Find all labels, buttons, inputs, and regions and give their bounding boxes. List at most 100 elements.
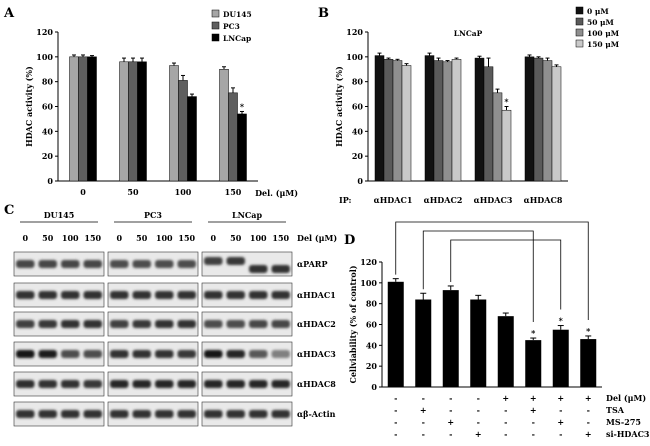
chart-d-y-tick-label: 20 (366, 361, 378, 371)
blot-group-label: PC3 (144, 210, 162, 220)
chart-a-bar-0-DU145 (69, 56, 79, 182)
chart-d-bar-4 (470, 299, 487, 387)
blot-band (177, 380, 196, 388)
blot-band (83, 260, 102, 268)
panel-label-d: D (344, 233, 355, 248)
chart-b-legend-swatch (575, 6, 584, 15)
chart-d-treatment-sign: - (504, 417, 507, 427)
chart-d-treatment-sign: + (585, 429, 592, 439)
chart-d-bar-1 (387, 281, 404, 387)
chart-d-treatment-sign: - (559, 405, 562, 415)
chart-d-treatment-sign: - (394, 393, 397, 403)
blot-band (61, 350, 80, 358)
chart-a-bar-150-PC3 (228, 92, 238, 182)
blot-band (132, 320, 151, 328)
blot-band (110, 320, 129, 328)
chart-b-bar-αHDAC8-100 μM (542, 60, 553, 182)
blot-band (16, 410, 35, 418)
blot-band (16, 320, 35, 328)
blot-band (204, 257, 223, 265)
chart-d-y-axis-label: Cellviability (% of control) (348, 265, 358, 383)
blot-band (110, 410, 129, 418)
blot-band (249, 350, 268, 358)
chart-b-bar-αHDAC3-100 μM (492, 92, 503, 182)
chart-a-legend-swatch (211, 33, 220, 42)
blot-band (83, 291, 102, 299)
chart-a-legend-swatch (211, 9, 220, 18)
blot-band (83, 350, 102, 358)
chart-b-bar-αHDAC2-150 μM (451, 59, 462, 182)
blot-dose-label: 50 (42, 233, 54, 243)
chart-a-x-tick-label: 150 (225, 187, 242, 197)
chart-b-y-tick-label: 0 (357, 176, 363, 186)
chart-d-treatment-sign: - (559, 429, 562, 439)
chart-b-bar-αHDAC8-0 μM (524, 56, 535, 182)
blot-band (38, 350, 57, 358)
blot-band (226, 350, 245, 358)
chart-d-treatment-sign: + (502, 393, 509, 403)
chart-a-legend-swatch (211, 21, 220, 30)
blot-band (177, 320, 196, 328)
blot-band (204, 291, 223, 299)
blot-band (226, 320, 245, 328)
blot-band (61, 291, 80, 299)
blot-band (226, 291, 245, 299)
chart-a-x-tick-label: 50 (127, 187, 139, 197)
chart-b-legend-swatch (575, 17, 584, 26)
blot-band (61, 320, 80, 328)
blot-band (249, 320, 268, 328)
blot-band (61, 410, 80, 418)
blot-band (271, 291, 290, 299)
blot-row-label: αHDAC3 (297, 349, 336, 359)
chart-a-y-tick-label: 40 (42, 126, 54, 136)
chart-d-treatment-sign: + (557, 393, 564, 403)
blot-band (204, 410, 223, 418)
blot-band (155, 320, 174, 328)
blot-dose-label: 50 (136, 233, 148, 243)
chart-b-x-tick-label: αHDAC8 (524, 195, 563, 205)
blot-band (83, 410, 102, 418)
chart-d-y-tick-label: 80 (366, 299, 378, 309)
chart-d-treatment-sign: - (532, 429, 535, 439)
blot-band (110, 291, 129, 299)
chart-a-y-axis-label: HDAC activity (%) (24, 66, 34, 147)
blot-band (16, 380, 35, 388)
chart-d-treatment-sign: - (422, 417, 425, 427)
blot-band (38, 410, 57, 418)
chart-b-bar-αHDAC8-150 μM (551, 66, 562, 182)
chart-b-bar-αHDAC8-50 μM (533, 57, 544, 182)
chart-d-treatment-sign: - (394, 429, 397, 439)
blot-band (271, 265, 290, 273)
blot-band (226, 410, 245, 418)
blot-band (271, 410, 290, 418)
chart-d-treatment-sign: - (449, 393, 452, 403)
chart-d-treatment-label: Del (μM) (606, 393, 646, 403)
chart-a-bar-150-LNCap (237, 113, 247, 182)
blot-band (16, 291, 35, 299)
blot-row-label: αHDAC1 (297, 290, 336, 300)
chart-b-bar-αHDAC3-50 μM (483, 66, 494, 182)
chart-d-treatment-sign: - (587, 405, 590, 415)
chart-d-y-tick-label: 0 (371, 382, 377, 392)
blot-band (155, 260, 174, 268)
chart-d-treatment-sign: - (504, 429, 507, 439)
chart-a: 0 20 40 60 80 100 120 HDAC activity (%) 0 50 100 * 1… (24, 9, 298, 198)
chart-a-bar-0-LNCap (87, 56, 97, 182)
panel-label-b: B (318, 6, 329, 21)
chart-b-x-tick-label: αHDAC3 (474, 195, 513, 205)
chart-d-treatment-sign: - (422, 429, 425, 439)
chart-d-bar-2 (415, 299, 432, 387)
blot-band (204, 320, 223, 328)
chart-a-bar-100-LNCap (187, 96, 197, 182)
chart-a-y-tick-label: 20 (42, 151, 54, 161)
chart-b-bar-αHDAC1-0 μM (374, 55, 385, 182)
chart-b-legend-label: 100 μM (587, 29, 619, 38)
chart-a-y-tick-label: 80 (42, 77, 54, 87)
blot-band (16, 260, 35, 268)
blot-dose-label: 50 (230, 233, 242, 243)
chart-b-y-axis-label: HDAC activity (%) (334, 66, 344, 147)
chart-d-treatment-label: MS-275 (606, 417, 641, 427)
chart-b-y-tick-label: 80 (352, 77, 364, 87)
